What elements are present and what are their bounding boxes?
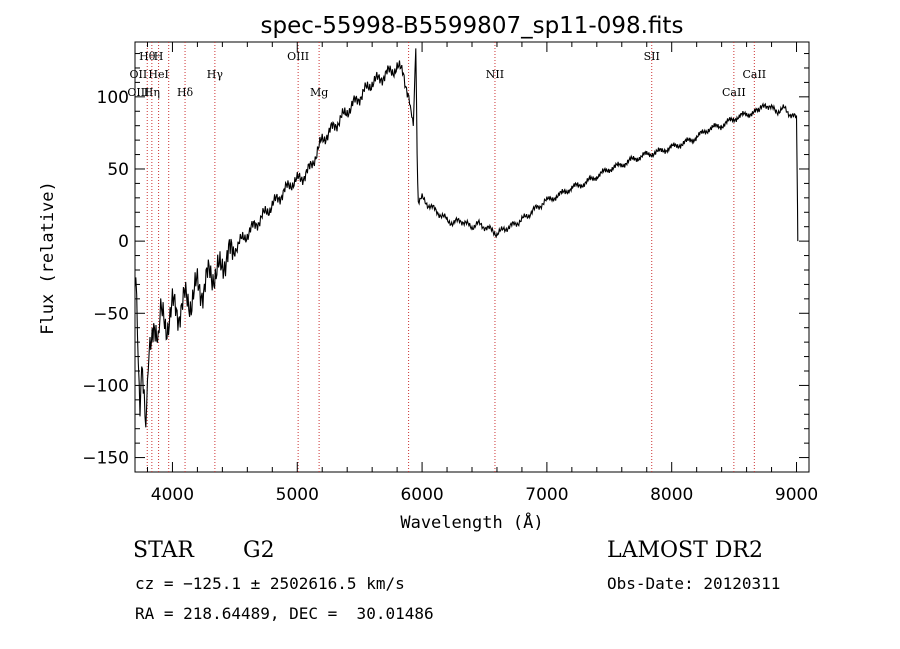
spectral-line-label: Hη [144, 86, 160, 99]
y-tick-label: 0 [118, 232, 129, 252]
y-axis-label: Flux (relative) [38, 181, 58, 335]
spectral-line-label: OIII [287, 50, 309, 63]
object-class: STAR [133, 538, 194, 563]
spectrum-line [134, 48, 799, 428]
plot-frame [134, 41, 810, 473]
spectral-line-label: Hθ [139, 50, 156, 63]
x-axis-ticks: 4000 5000 6000 7000 8000 9000 [146, 42, 818, 505]
y-tick-label: −100 [82, 376, 129, 396]
x-tick-label: 7000 [525, 485, 568, 505]
y-axis-ticks: −150 −100 −50 0 50 100 [82, 53, 809, 469]
x-tick-label: 8000 [650, 485, 693, 505]
survey-name: LAMOST DR2 [607, 538, 763, 563]
chart-title: spec-55998-B5599807_sp11-098.fits [261, 13, 684, 39]
spectral-line-label: CaII [722, 86, 746, 99]
spectral-line-label: NII [486, 68, 504, 81]
ra-dec-coordinates: RA = 218.64489, DEC = 30.01486 [135, 604, 434, 623]
x-tick-label: 4000 [151, 485, 194, 505]
object-subclass: G2 [243, 538, 275, 563]
y-tick-label: 50 [107, 160, 129, 180]
y-tick-label: −150 [82, 449, 129, 469]
spectral-line-markers [146, 42, 755, 472]
spectral-line-label: OIII [127, 86, 149, 99]
spectral-line-label: Hγ [207, 68, 224, 81]
redshift-velocity: cz = −125.1 ± 2502616.5 km/s [135, 574, 405, 593]
spectral-line-label: SII [644, 50, 660, 63]
y-tick-label: −50 [93, 304, 129, 324]
observation-date: Obs-Date: 20120311 [607, 574, 781, 593]
spectral-line-label: Hδ [177, 86, 194, 99]
x-tick-label: 5000 [276, 485, 319, 505]
x-tick-label: 6000 [400, 485, 443, 505]
y-tick-label: 100 [97, 88, 129, 108]
spectral-line-label: HeI [148, 68, 168, 81]
spectral-line-label: H [154, 50, 164, 63]
spectral-line-label: CaII [742, 68, 766, 81]
spectral-line-label: Mg [310, 86, 328, 99]
x-tick-label: 9000 [775, 485, 818, 505]
spectral-line-label: OII [130, 68, 148, 81]
x-axis-label: Wavelength (Å) [400, 511, 543, 533]
